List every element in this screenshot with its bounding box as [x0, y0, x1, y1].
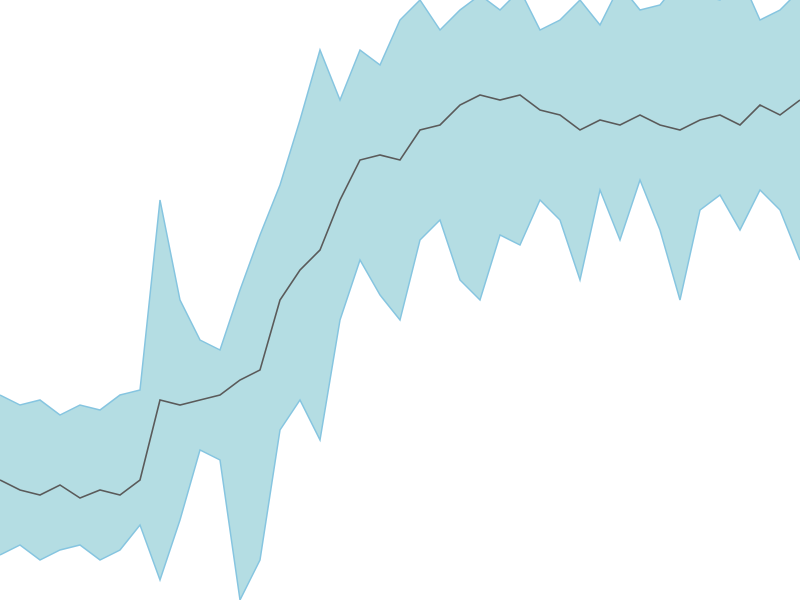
- confidence-band-chart: [0, 0, 800, 600]
